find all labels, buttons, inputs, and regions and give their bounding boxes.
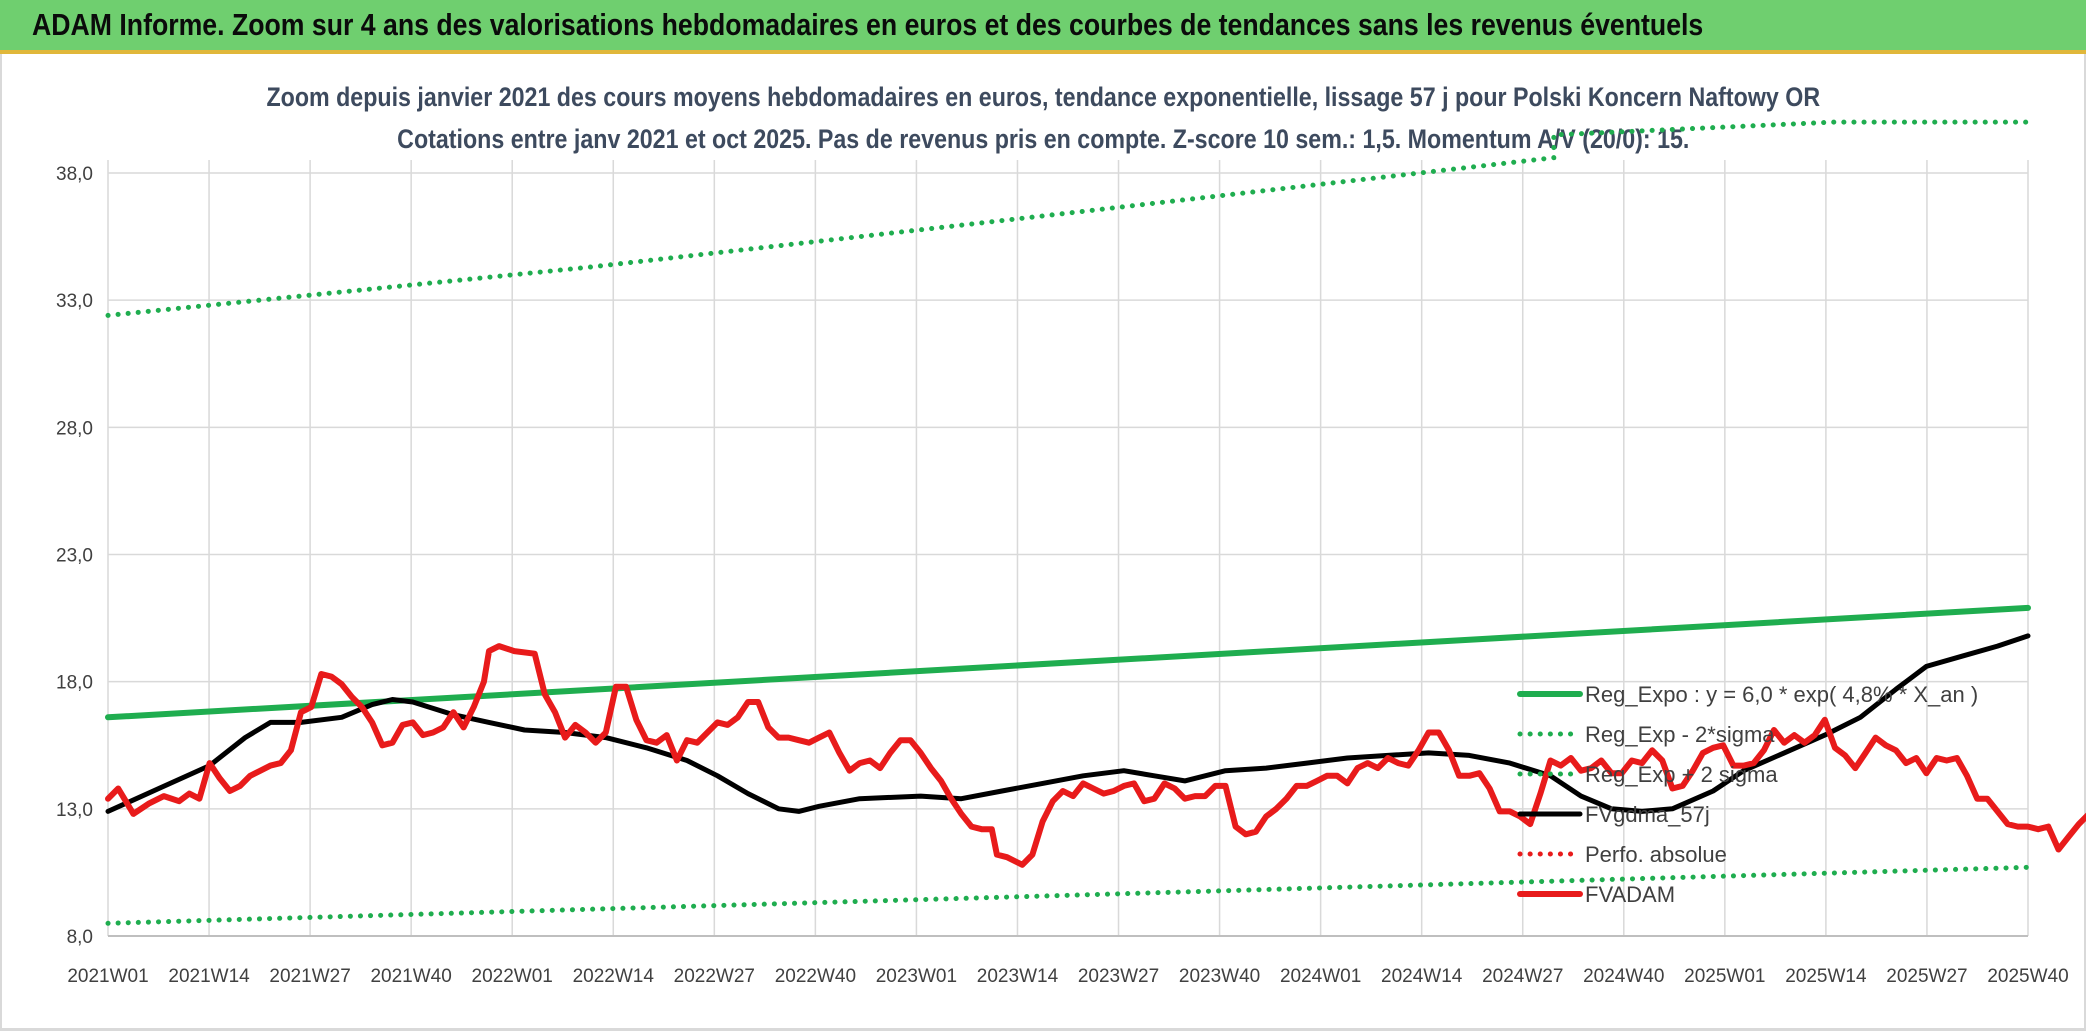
series-line-3 [105, 633, 2031, 814]
y-tick-label: 18,0 [56, 673, 93, 694]
legend-label-3: FVgdma_57j [1585, 802, 1710, 827]
x-tick-label: 2023W01 [876, 966, 957, 987]
series-line-1 [105, 864, 2031, 926]
x-tick-label: 2024W14 [1381, 966, 1463, 987]
y-tick-label: 33,0 [56, 291, 93, 312]
series-line-2 [105, 119, 2031, 318]
y-tick-label: 8,0 [67, 927, 93, 948]
x-tick-label: 2021W27 [269, 966, 350, 987]
x-tick-label: 2021W14 [168, 966, 250, 987]
x-tick-label: 2023W27 [1078, 966, 1159, 987]
report-banner: ADAM Informe. Zoom sur 4 ans des valoris… [0, 0, 2086, 54]
legend-label-5: FVADAM [1585, 882, 1675, 907]
series-lines [105, 119, 2086, 926]
x-tick-label: 2024W40 [1583, 966, 1664, 987]
x-tick-label: 2022W40 [775, 966, 856, 987]
legend-label-1: Reg_Exp - 2*sigma [1585, 722, 1775, 747]
x-tick-label: 2025W27 [1886, 966, 1967, 987]
x-tick-label: 2021W01 [67, 966, 148, 987]
legend-label-0: Reg_Expo : y = 6,0 * exp( 4,8% * X_an ) [1585, 682, 1978, 707]
chart-frame [0, 54, 2086, 1031]
x-tick-label: 2025W40 [1987, 966, 2068, 987]
x-tick-label: 2022W27 [674, 966, 755, 987]
y-tick-label: 38,0 [56, 164, 93, 185]
legend-label-4: Perfo. absolue [1585, 842, 1727, 867]
x-tick-label: 2024W27 [1482, 966, 1563, 987]
series-line-5 [105, 643, 2086, 868]
x-tick-label: 2023W14 [977, 966, 1059, 987]
x-tick-label: 2021W40 [370, 966, 451, 987]
legend: Reg_Expo : y = 6,0 * exp( 4,8% * X_an ) R… [1517, 682, 1978, 907]
series-line-0 [105, 604, 2031, 721]
y-tick-label: 23,0 [56, 546, 93, 567]
banner-title: ADAM Informe. Zoom sur 4 ans des valoris… [32, 7, 1704, 42]
chart-subtitle: Cotations entre janv 2021 et oct 2025. P… [396, 124, 1690, 154]
axis-labels: 8,0 13,0 18,0 23,0 28,0 33,0 38,0 2021W01 2021W1… [56, 164, 2069, 987]
x-tick-label: 2025W01 [1684, 966, 1765, 987]
legend-label-2: Reg_Exp + 2 sigma [1585, 762, 1778, 787]
x-tick-label: 2022W14 [573, 966, 655, 987]
x-tick-label: 2025W14 [1785, 966, 1867, 987]
x-tick-label: 2023W40 [1179, 966, 1260, 987]
x-tick-label: 2022W01 [472, 966, 553, 987]
y-tick-label: 28,0 [56, 418, 93, 439]
y-tick-label: 13,0 [56, 800, 93, 821]
chart-title: Zoom depuis janvier 2021 des cours moyen… [266, 82, 1820, 112]
gridlines [107, 160, 2029, 937]
x-tick-label: 2024W01 [1280, 966, 1361, 987]
